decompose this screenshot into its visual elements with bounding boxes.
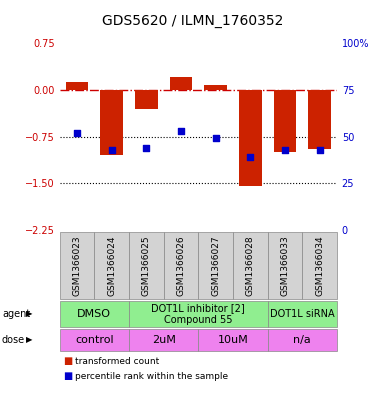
Text: ▶: ▶ [26, 310, 32, 318]
Text: ■: ■ [64, 356, 73, 366]
Text: GSM1366026: GSM1366026 [176, 235, 186, 296]
Text: DMSO: DMSO [77, 309, 111, 319]
Text: GSM1366034: GSM1366034 [315, 235, 324, 296]
Point [213, 135, 219, 141]
Text: GSM1366028: GSM1366028 [246, 235, 255, 296]
Text: agent: agent [2, 309, 30, 319]
Text: GSM1366027: GSM1366027 [211, 235, 220, 296]
Text: GSM1366033: GSM1366033 [280, 235, 290, 296]
Text: DOT1L inhibitor [2]
Compound 55: DOT1L inhibitor [2] Compound 55 [151, 303, 245, 325]
Text: 2uM: 2uM [152, 335, 176, 345]
Text: GSM1366023: GSM1366023 [72, 235, 82, 296]
Text: ▶: ▶ [26, 336, 32, 344]
Text: ■: ■ [64, 371, 73, 381]
Point [74, 130, 80, 136]
Text: control: control [75, 335, 114, 345]
Point [247, 154, 253, 160]
Text: percentile rank within the sample: percentile rank within the sample [75, 372, 228, 380]
Text: GDS5620 / ILMN_1760352: GDS5620 / ILMN_1760352 [102, 14, 283, 28]
Text: 10uM: 10uM [218, 335, 248, 345]
Text: n/a: n/a [293, 335, 311, 345]
Point [109, 147, 115, 153]
Bar [239, 90, 261, 186]
Text: transformed count: transformed count [75, 357, 159, 365]
Bar [100, 90, 123, 155]
Bar [204, 85, 227, 90]
Text: GSM1366025: GSM1366025 [142, 235, 151, 296]
Bar [274, 90, 296, 152]
Point [282, 147, 288, 153]
Bar [308, 90, 331, 149]
Text: GSM1366024: GSM1366024 [107, 235, 116, 296]
Bar [135, 90, 157, 108]
Text: DOT1L siRNA: DOT1L siRNA [270, 309, 335, 319]
Bar [170, 77, 192, 90]
Bar [66, 83, 88, 90]
Text: dose: dose [2, 335, 25, 345]
Point [143, 145, 149, 151]
Point [178, 128, 184, 134]
Point [316, 147, 323, 153]
